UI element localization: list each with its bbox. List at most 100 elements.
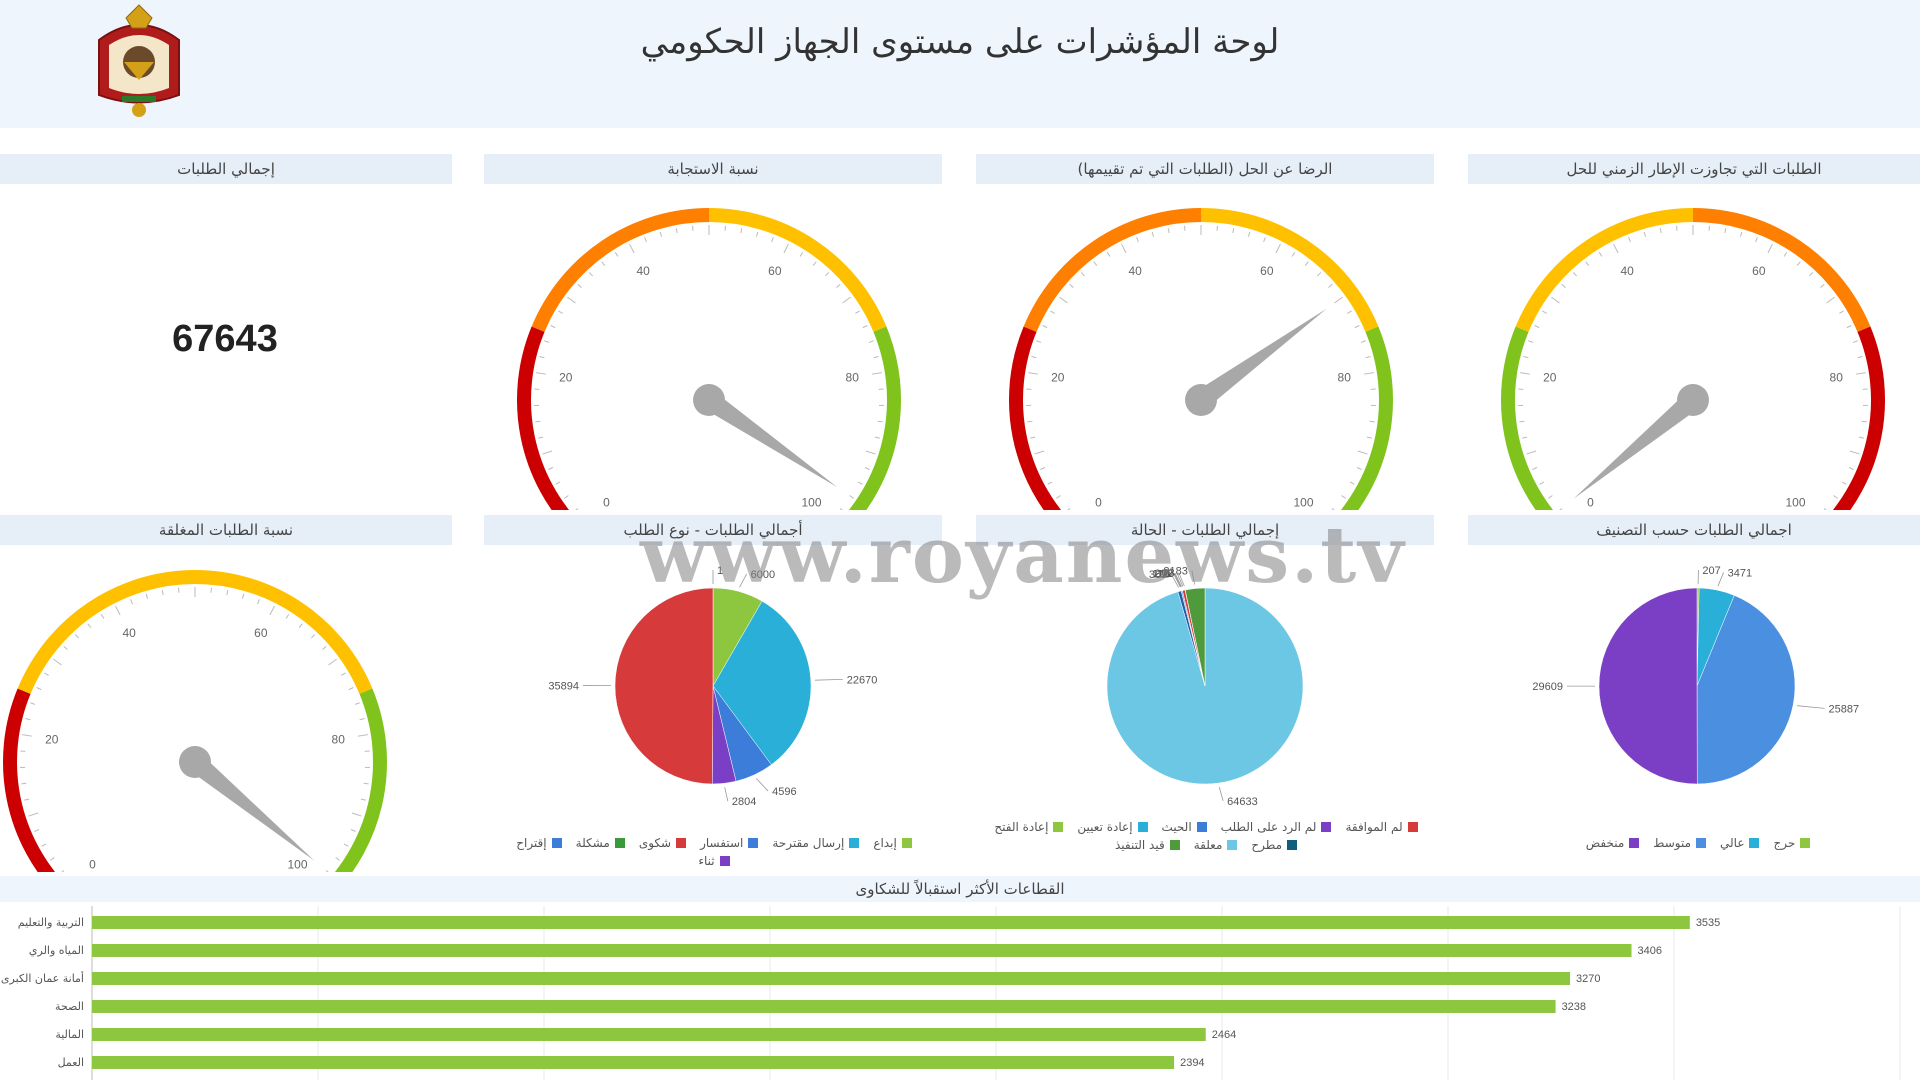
gauge-tick-label: 100 <box>1786 496 1806 510</box>
legend-item[interactable]: منخفض <box>1586 836 1640 850</box>
gauge-needle <box>188 754 315 861</box>
gauge-tick <box>1106 251 1111 257</box>
closed-rate-gauge: 0 20 40 60 80 100 <box>3 570 387 872</box>
legend-item[interactable]: لم الموافقة <box>1345 820 1418 834</box>
pie-label-line <box>1178 572 1185 587</box>
gauge-tick <box>363 782 369 785</box>
gauge-tick <box>145 593 149 599</box>
gauge-band <box>848 326 901 510</box>
gauge-tick <box>343 843 349 847</box>
gauge-tick <box>539 355 545 359</box>
legend-item[interactable]: لم الرد على الطلب <box>1221 820 1332 834</box>
pie-label-line <box>1191 570 1196 585</box>
gauge-tick <box>1357 450 1368 455</box>
legend-item[interactable]: إرسال مقترحة <box>772 836 860 850</box>
gauge-tick-label: 0 <box>1095 496 1102 510</box>
pie-label-line <box>1176 572 1184 587</box>
legend-item[interactable]: إبداع <box>873 836 912 850</box>
gauge-tick <box>115 605 121 616</box>
legend-item[interactable]: معلقة <box>1194 838 1238 852</box>
legend-item[interactable]: إعادة الفتح <box>994 820 1064 834</box>
legend-item[interactable]: متوسط <box>1653 836 1706 850</box>
legend-swatch <box>1196 822 1207 832</box>
legend-item[interactable]: الحيث <box>1162 820 1207 834</box>
legend-item[interactable]: قيد التنفيذ <box>1115 838 1180 852</box>
legend-item[interactable]: مشكلة <box>576 836 625 850</box>
bar-value-label: 3406 <box>1638 945 1662 957</box>
gauge-tick <box>1365 355 1371 359</box>
gauge-tick <box>34 829 40 832</box>
legend-item[interactable]: إعادة تعيين <box>1077 820 1148 834</box>
page-title: لوحة المؤشرات على مستوى الجهاز الحكومي <box>640 22 1280 62</box>
pie-slice <box>712 600 812 766</box>
legend-swatch <box>901 838 912 848</box>
legend-item[interactable]: عالي <box>1720 836 1760 850</box>
gauge-tick <box>849 495 855 499</box>
gauge-tick <box>1080 272 1085 277</box>
type-pie-legend: إبداع إرسال مقترحة استفسار شكوى مشكلة إقتراح ث… <box>494 836 934 868</box>
legend-item[interactable]: إقتراح <box>516 836 562 850</box>
gauge-tick <box>350 829 356 832</box>
gauge-tick <box>53 658 62 666</box>
legend-item[interactable]: حرج <box>1773 836 1811 850</box>
gauge-tick <box>1833 495 1839 499</box>
bar-value-label: 3238 <box>1562 1001 1586 1013</box>
gauge-tick <box>825 272 830 277</box>
pie-data-label: 4596 <box>772 786 796 798</box>
gauge-tick-label: 20 <box>1051 370 1065 384</box>
gauge-tick <box>1849 450 1860 455</box>
sectors-bar-chart: التربية والتعليم 3535 المياه والري 3406 أمان… <box>1 906 1901 1080</box>
legend-swatch <box>1696 838 1706 848</box>
bar <box>92 944 1632 957</box>
gauge-tick <box>41 843 47 847</box>
gauge-tick <box>311 634 316 639</box>
gauge-hub <box>1185 384 1217 416</box>
legend-item[interactable]: مطرح <box>1251 838 1298 852</box>
gauge-band <box>1515 208 1694 332</box>
gauge-tick <box>536 372 547 375</box>
gauge-tick <box>563 495 569 499</box>
sectors-bar-title: القطاعات الأكثر استقبالاً للشكاوى <box>0 876 1920 902</box>
pie-data-label: 2804 <box>732 796 756 808</box>
pie-data-label: 207 <box>1702 565 1720 577</box>
pie-slice <box>1696 595 1796 785</box>
gauge-tick <box>322 645 327 650</box>
gauge-tick <box>22 734 33 737</box>
legend-label: منخفض <box>1585 836 1625 850</box>
legend-swatch <box>1053 822 1064 832</box>
satisfaction-title: الرضا عن الحل (الطلبات التي تم تقييمها) <box>976 154 1434 184</box>
gauge-tick <box>351 812 362 817</box>
gauge-tick <box>1059 296 1068 304</box>
pie-label-line <box>1174 572 1182 587</box>
gauge-tick-label: 100 <box>288 858 308 872</box>
gauge-tick <box>30 702 36 705</box>
gauge-tick <box>49 857 55 861</box>
bar-value-label: 2394 <box>1180 1057 1204 1069</box>
gauge-tick <box>857 481 863 485</box>
pie-label-line <box>755 778 769 792</box>
bar-value-label: 3270 <box>1576 973 1600 985</box>
pie-slice <box>1598 587 1698 785</box>
type-pie-chart: 1 6000 22670 4596 2804 35894 <box>548 565 877 808</box>
gauge-tick <box>874 436 880 439</box>
gauge-tick <box>1317 272 1322 277</box>
gauge-tick <box>1291 251 1296 257</box>
gauge-tick <box>100 613 105 619</box>
gauge-tick <box>74 634 79 639</box>
bar-category-label: أمانة عمان الكبرى <box>1 971 84 985</box>
gauge-tick <box>359 717 365 721</box>
gauge-tick <box>629 243 635 254</box>
legend-label: الحيث <box>1161 820 1192 834</box>
legend-item[interactable]: شكوى <box>639 836 687 850</box>
gauge-tick <box>839 507 843 510</box>
pie-data-label: 128 <box>1152 568 1170 580</box>
gauge-tick <box>1036 340 1042 343</box>
gauge-tick <box>1034 450 1045 455</box>
gauge-tick <box>1031 355 1037 359</box>
pie-label-line <box>1170 573 1179 588</box>
gauge-tick <box>1528 340 1534 343</box>
legend-item[interactable]: استفسار <box>700 836 759 850</box>
legend-item[interactable]: ثناء <box>698 854 730 868</box>
type-pie-title: أجمالي الطلبات - نوع الطلب <box>484 515 942 545</box>
legend-label: إعادة الفتح <box>994 820 1049 834</box>
